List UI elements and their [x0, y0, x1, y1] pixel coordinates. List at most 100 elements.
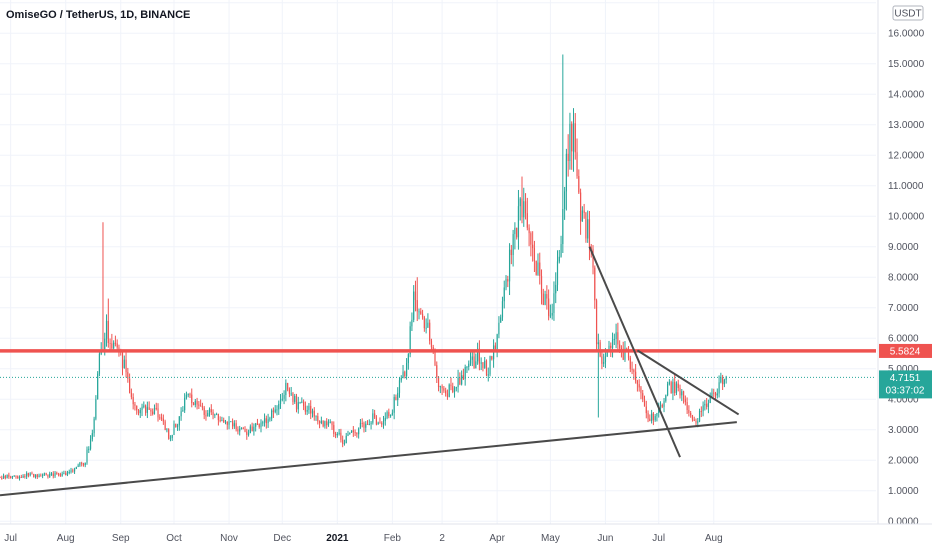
candle-body-up	[707, 402, 710, 407]
candle-body-down	[494, 345, 496, 350]
candle-body-up	[239, 428, 241, 432]
candle-body-down	[601, 356, 603, 364]
candle-body-down	[379, 422, 381, 424]
candle-body-down	[670, 382, 672, 394]
candle-body-down	[610, 345, 612, 348]
chart-title: OmiseGO / TetherUS, 1D, BINANCE	[6, 9, 190, 21]
candle-body-down	[304, 406, 306, 412]
candle-body-up	[651, 413, 653, 421]
candle-body-down	[116, 343, 118, 348]
candle-body-down	[530, 233, 532, 245]
candle-body-up	[253, 426, 255, 432]
candle-body-up	[402, 371, 404, 378]
candle-body-down	[217, 414, 219, 421]
candle-body-down	[212, 412, 214, 416]
candle-body-down	[15, 475, 17, 477]
candle-body-up	[2, 475, 5, 479]
candle-body-down	[429, 322, 431, 341]
candle-body-up	[370, 422, 372, 425]
candle-body-down	[334, 433, 337, 436]
candle-body-down	[288, 389, 291, 394]
candle-body-up	[654, 415, 656, 421]
candle-body-down	[585, 212, 587, 239]
candle-body-down	[203, 407, 205, 415]
candle-body-down	[640, 387, 642, 394]
candle-body-down	[265, 418, 267, 424]
price-tick-label: 4.0000	[888, 395, 919, 406]
candle-body-up	[311, 410, 314, 414]
candle-body-down	[695, 420, 697, 423]
candle-body-down	[594, 267, 596, 301]
candle-body-down	[8, 474, 10, 477]
price-tick-label: 11.0000	[888, 181, 924, 192]
candle-body-down	[4, 475, 6, 479]
candle-body-up	[299, 401, 301, 403]
candle-body-up	[564, 191, 566, 210]
candle-body-down	[45, 473, 47, 475]
candle-body-up	[276, 409, 278, 411]
candle-body-up	[249, 426, 251, 434]
candle-body-down	[326, 421, 328, 426]
candle-body-down	[72, 470, 74, 472]
candle-body-up	[180, 411, 182, 417]
candle-body-down	[175, 423, 177, 427]
candle-body-down	[10, 476, 12, 478]
candle-body-up	[267, 419, 269, 424]
candle-body-up	[365, 423, 367, 428]
unit-label-box[interactable]	[892, 5, 924, 21]
candle-body-down	[192, 403, 195, 405]
candle-body-up	[697, 421, 699, 423]
candle-body-up	[79, 462, 81, 466]
price-axis-panel[interactable]	[878, 0, 932, 524]
candle-body-up	[656, 413, 658, 416]
candle-body-up	[503, 287, 505, 302]
candle-body-down	[414, 291, 417, 301]
candle-body-up	[704, 403, 706, 406]
candle-body-down	[198, 404, 200, 406]
candle-body-up	[6, 474, 8, 479]
candle-body-up	[464, 367, 466, 380]
drawings	[0, 246, 876, 497]
candle-body-down	[626, 348, 628, 350]
candle-body-down	[528, 227, 530, 234]
candle-body-down	[159, 417, 161, 419]
candle-body-down	[127, 372, 129, 379]
candle-body-down	[430, 340, 433, 348]
candle-body-down	[627, 349, 630, 358]
candle-body-down	[136, 405, 138, 411]
level-price-label: 5.5824	[890, 346, 921, 357]
candle-body-up	[70, 470, 72, 472]
candle-body-down	[31, 473, 33, 475]
candle-body-up	[572, 123, 575, 152]
candle-body-up	[146, 407, 148, 413]
candle-body-up	[477, 348, 479, 362]
candle-body-down	[272, 410, 275, 413]
candle-body-up	[391, 412, 393, 415]
candle-body-down	[47, 474, 49, 477]
time-tick-label: Jun	[597, 533, 613, 544]
candle-body-up	[608, 345, 610, 350]
candle-body-up	[324, 421, 326, 427]
candle-body-up	[26, 473, 28, 477]
candle-body-down	[130, 392, 132, 398]
candle-body-up	[523, 201, 525, 218]
candle-body-down	[590, 247, 592, 249]
candle-body-down	[210, 409, 212, 413]
candle-body-up	[184, 397, 186, 411]
candle-body-up	[453, 388, 456, 393]
price-tick-label: 15.0000	[888, 59, 925, 70]
candle-body-down	[535, 261, 537, 275]
candle-body-down	[40, 475, 42, 477]
candle-body-up	[551, 312, 553, 316]
candle-body-up	[153, 407, 156, 415]
candle-body-up	[716, 393, 718, 396]
candle-body-up	[723, 379, 726, 385]
trendline-support	[0, 421, 737, 497]
candle-body-down	[631, 368, 633, 371]
candle-body-up	[405, 363, 408, 377]
candle-body-down	[478, 348, 480, 364]
candle-body-down	[567, 153, 569, 161]
candle-body-down	[622, 348, 624, 360]
candle-body-up	[98, 353, 101, 374]
